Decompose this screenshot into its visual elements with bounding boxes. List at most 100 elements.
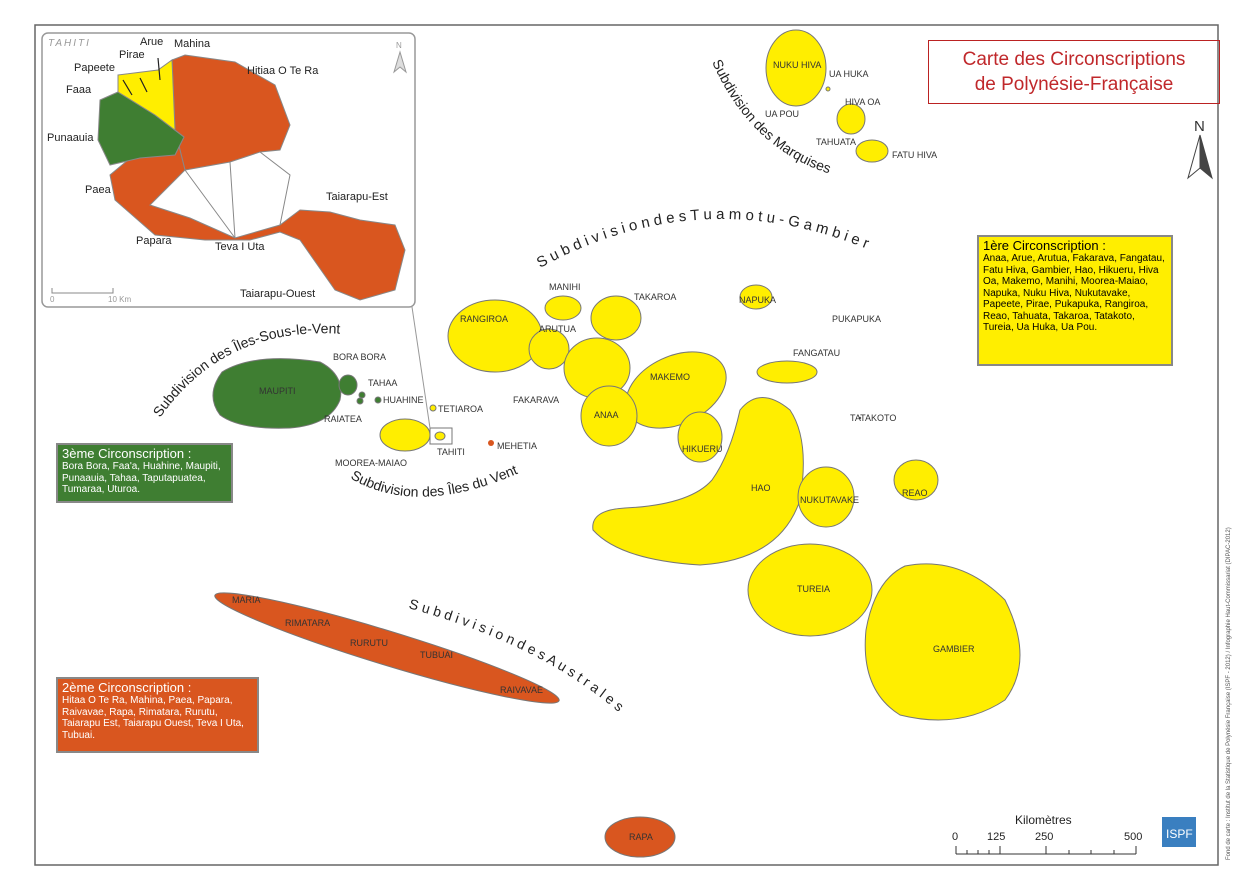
tahiti-inset: TAHITI Arue Mahina Pirae Papeete Faaa Hi… — [41, 32, 416, 308]
scale-tick: 0 — [952, 831, 958, 843]
legend-text: Hitaa O Te Ra, Mahina, Paea, Papara, Rai… — [62, 695, 244, 741]
scale-tick: 125 — [987, 831, 1005, 843]
island-gambier — [864, 563, 1021, 721]
label-tahuata: TAHUATA — [816, 137, 856, 147]
inset-label: Papara — [136, 235, 172, 247]
inset-leader-line — [411, 306, 431, 429]
inset-label: Taiarapu-Est — [326, 191, 388, 203]
label-reao: REAO — [902, 488, 928, 498]
label-arutua: ARUTUA — [539, 324, 576, 334]
map-title: Carte des Circonscriptions de Polynésie-… — [928, 40, 1220, 104]
label-hao: HAO — [751, 483, 771, 493]
label-tureia: TUREIA — [797, 584, 830, 594]
tuamotu-group — [447, 284, 1021, 721]
label-gambier: GAMBIER — [933, 644, 975, 654]
label-mehetia: MEHETIA — [497, 441, 537, 451]
inset-scale-start: 0 — [50, 295, 55, 304]
inset-label: Hitiaa O Te Ra — [247, 65, 319, 77]
island-hikueru — [677, 411, 723, 463]
title-line1: Carte des Circonscriptions — [962, 49, 1186, 70]
island-huahine — [374, 396, 382, 404]
inset-label: Faaa — [66, 84, 92, 96]
label-rurutu: RURUTU — [350, 638, 388, 648]
ispf-logo: ISPF — [1162, 817, 1196, 847]
label-raivavae: RAIVAVAE — [500, 685, 543, 695]
island-fatu-hiva — [855, 139, 889, 163]
inset-label: Pirae — [119, 49, 145, 61]
label-rapa: RAPA — [629, 832, 653, 842]
legend-title: 2ème Circonscription : — [62, 680, 192, 695]
label-fangatau: FANGATAU — [793, 348, 840, 358]
label-tetiaroa: TETIAROA — [438, 404, 483, 414]
island-tureia — [747, 543, 873, 637]
label-tahaa: TAHAA — [368, 378, 397, 388]
legend-title: 3ème Circonscription : — [62, 446, 192, 461]
island-manihi — [544, 295, 582, 321]
inset-label: Teva I Uta — [215, 241, 265, 253]
legend-first-circonscription: 1ère Circonscription : Anaa, Arue, Arutu… — [977, 235, 1173, 366]
north-arrow-icon: N — [1187, 118, 1213, 180]
scale-title: Kilomètres — [1015, 813, 1072, 827]
label-pukapuka: PUKAPUKA — [832, 314, 881, 324]
inset-label: Arue — [140, 36, 163, 48]
island-raiatea — [356, 397, 364, 405]
legend-third-circonscription: 3ème Circonscription : Bora Bora, Faa'a,… — [56, 443, 233, 503]
label-anaa: ANAA — [594, 410, 619, 420]
inset-label: Papeete — [74, 62, 115, 74]
label-makemo: MAKEMO — [650, 372, 690, 382]
label-ua-huka: UA HUKA — [829, 69, 869, 79]
legend-second-circonscription: 2ème Circonscription : Hitaa O Te Ra, Ma… — [56, 677, 259, 753]
island-nuku-hiva — [765, 29, 827, 107]
island-rangiroa — [447, 299, 543, 373]
scale-bar: Kilomètres 0 125 250 500 — [952, 813, 1142, 855]
label-fatu-hiva: FATU HIVA — [892, 150, 937, 160]
marquises-group — [765, 29, 889, 163]
map-frame — [34, 24, 1219, 866]
label-raiatea: RAIATEA — [324, 414, 362, 424]
label-maria: MARIA — [232, 595, 261, 605]
label-bora-bora: BORA BORA — [333, 352, 386, 362]
scale-tick: 250 — [1035, 831, 1053, 843]
island-australes — [214, 592, 560, 704]
label-manihi: MANIHI — [549, 282, 581, 292]
inset-label: Punaauia — [47, 132, 94, 144]
island-anaa — [580, 385, 638, 447]
island-rapa — [604, 816, 676, 858]
island-nukutavake — [797, 466, 855, 528]
du-vent-group — [379, 306, 494, 452]
legend-text: Bora Bora, Faa'a, Huahine, Maupiti, Puna… — [62, 461, 221, 495]
island-reao — [893, 459, 939, 501]
inset-label: Paea — [85, 184, 112, 196]
island-maupiti — [212, 358, 342, 429]
tahiti-locator — [429, 427, 453, 445]
svg-text:N: N — [396, 41, 402, 50]
subdivision-tuamotu: S u b d i v i s i o n d e s T u a m o t … — [534, 206, 871, 272]
island-ua-huka — [825, 86, 831, 92]
label-nuku-hiva: NUKU HIVA — [773, 60, 821, 70]
island-mehetia — [488, 440, 494, 446]
island-moorea — [379, 418, 431, 452]
label-tahiti: TAHITI — [437, 447, 465, 457]
island-takaroa — [590, 295, 642, 341]
map-credit: Fond de carte : Institut de la Statistiq… — [1226, 527, 1232, 860]
label-hiva-oa: HIVA OA — [845, 97, 880, 107]
island-fangatau — [756, 360, 818, 384]
legend-text: Anaa, Arue, Arutua, Fakarava, Fangatau, … — [983, 253, 1165, 333]
island-tetiaroa — [429, 404, 437, 412]
label-tatakoto: TATAKOTO — [850, 413, 896, 423]
label-huahine: HUAHINE — [383, 395, 424, 405]
label-tubuai: TUBUAI — [420, 650, 453, 660]
label-fakarava: FAKARAVA — [513, 395, 559, 405]
label-moorea: MOOREA-MAIAO — [335, 458, 407, 468]
inset-label: Taiarapu-Ouest — [240, 288, 315, 300]
sous-le-vent-group — [212, 358, 382, 429]
label-nukutavake: NUKUTAVAKE — [800, 495, 859, 505]
island-hiva-oa — [836, 103, 866, 135]
inset-label: Mahina — [174, 38, 211, 50]
title-line2: de Polynésie-Française — [974, 74, 1174, 95]
island-hao — [592, 397, 804, 566]
label-napuka: NAPUKA — [739, 295, 776, 305]
island-tahaa — [358, 391, 366, 399]
label-maupiti: MAUPITI — [259, 386, 296, 396]
svg-text:ISPF: ISPF — [1166, 827, 1193, 841]
